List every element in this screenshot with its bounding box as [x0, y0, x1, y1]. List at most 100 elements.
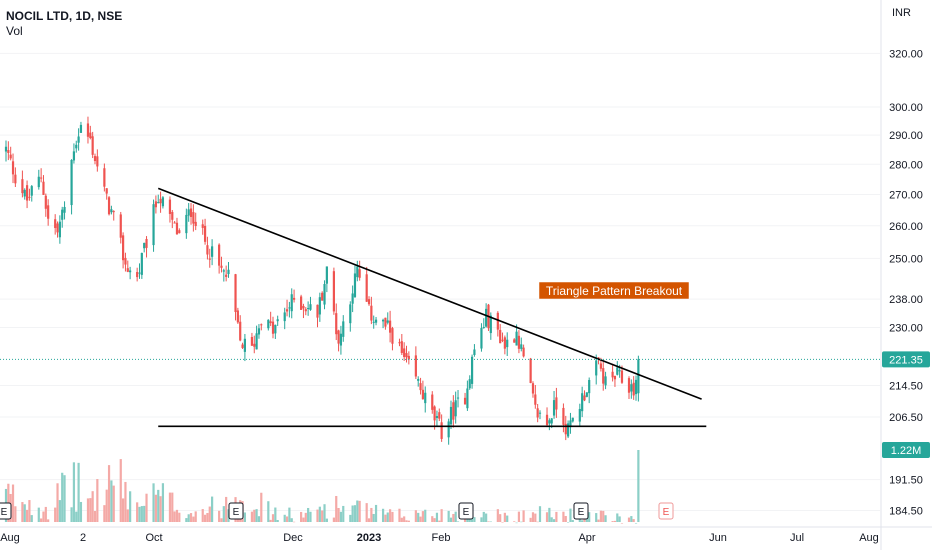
- volume-bar: [103, 505, 106, 522]
- candle-body: [222, 270, 225, 272]
- price-tick-label: 280.00: [889, 159, 923, 171]
- candle-body: [595, 360, 598, 376]
- candle-body: [342, 321, 345, 337]
- volume-bar: [185, 518, 188, 522]
- candle-body: [438, 412, 441, 419]
- candle-body: [220, 265, 223, 268]
- candle-body: [421, 389, 424, 400]
- candle-body: [227, 269, 230, 275]
- volume-bar: [175, 509, 179, 522]
- volume-bar: [499, 514, 502, 522]
- volume-bar: [531, 512, 535, 522]
- candle-body: [285, 309, 289, 312]
- volume-bar: [513, 521, 516, 522]
- volume-bar: [571, 520, 574, 522]
- earnings-event-marker[interactable]: E: [573, 502, 589, 520]
- price-tick-label: 270.00: [889, 189, 923, 201]
- volume-bar: [588, 512, 591, 522]
- time-tick-label: Aug: [859, 532, 879, 544]
- candle-body: [140, 252, 143, 275]
- last-price-value: 221.35: [889, 354, 923, 366]
- volume-bar: [374, 504, 378, 522]
- candle-body: [11, 161, 15, 175]
- candle-body: [620, 370, 624, 383]
- candle-body: [567, 423, 570, 437]
- volume-bar: [398, 508, 401, 522]
- volume-bar: [597, 519, 600, 522]
- candle-body: [480, 328, 483, 349]
- time-tick-label: Jul: [790, 532, 804, 544]
- volume-bar: [54, 507, 57, 522]
- volume-bar: [220, 518, 223, 522]
- candle-body: [161, 197, 165, 207]
- volume-bar: [61, 472, 64, 522]
- volume-bar: [562, 511, 565, 522]
- time-axis[interactable]: Aug 2 Oct Dec 2023 Feb Apr Jun Jul Aug: [0, 526, 932, 544]
- candle-body: [470, 356, 474, 384]
- price-axis[interactable]: 320.00 300.00 290.00 280.00 270.00 260.00 250.…: [880, 0, 923, 550]
- candle-body: [339, 333, 343, 346]
- event-marker-label: E: [233, 507, 240, 518]
- candle-body: [398, 342, 401, 344]
- volume-bar: [211, 496, 214, 522]
- volume-bar: [370, 507, 373, 522]
- candle-body: [374, 319, 378, 323]
- candle-body: [536, 408, 539, 418]
- volume-bar: [353, 505, 357, 522]
- volume-bar: [307, 507, 310, 522]
- earnings-event-marker[interactable]: E: [0, 502, 12, 520]
- volume-bar: [342, 505, 345, 522]
- volume-bar: [552, 519, 556, 522]
- candle-body: [571, 417, 574, 422]
- candle-body: [269, 321, 272, 324]
- event-marker-label: E: [463, 507, 470, 518]
- candle-body: [555, 397, 558, 410]
- annotation-text: Triangle Pattern Breakout: [546, 284, 683, 298]
- volume-bar: [365, 503, 368, 522]
- candle-body: [93, 156, 97, 162]
- annotation-label[interactable]: Triangle Pattern Breakout: [538, 281, 690, 300]
- volume-bar: [529, 517, 532, 522]
- volume-bar: [257, 516, 261, 522]
- volume-bar: [538, 506, 542, 522]
- candle-body: [407, 355, 410, 360]
- candle-body: [449, 406, 453, 425]
- price-tick-label: 320.00: [889, 48, 923, 60]
- earnings-event-marker[interactable]: E: [658, 502, 674, 520]
- candle-body: [159, 198, 162, 204]
- volume-bar: [44, 506, 47, 522]
- volume-bar: [58, 500, 61, 522]
- candle-body: [175, 222, 179, 235]
- candle-body: [255, 333, 258, 350]
- event-marker-box: [658, 502, 674, 520]
- volume-bar: [93, 511, 97, 522]
- last-price-badge: 221.35: [882, 351, 930, 368]
- candle-body: [44, 195, 47, 209]
- volume-bar: [545, 512, 549, 522]
- volume-bar: [304, 512, 307, 522]
- candle-body: [37, 176, 40, 188]
- volume-bar: [203, 514, 207, 522]
- earnings-event-marker[interactable]: E: [458, 502, 474, 520]
- candle-body: [447, 421, 450, 438]
- volume-bar: [386, 512, 389, 522]
- candle-body: [185, 214, 188, 234]
- candle-body: [463, 397, 467, 405]
- candle-body: [611, 371, 614, 378]
- volume-bar: [222, 506, 225, 522]
- candle-body: [260, 324, 263, 326]
- candle-body: [435, 416, 439, 419]
- earnings-event-marker[interactable]: E: [228, 502, 244, 520]
- candle-body: [42, 181, 45, 195]
- candle-body: [86, 123, 90, 137]
- price-grid: [0, 52, 880, 512]
- candle-body: [91, 136, 94, 155]
- volume-bar: [290, 518, 293, 522]
- candle-body: [300, 296, 303, 310]
- time-tick-label: 2023: [357, 532, 381, 544]
- candle-body: [236, 310, 239, 323]
- candle-body: [618, 370, 621, 372]
